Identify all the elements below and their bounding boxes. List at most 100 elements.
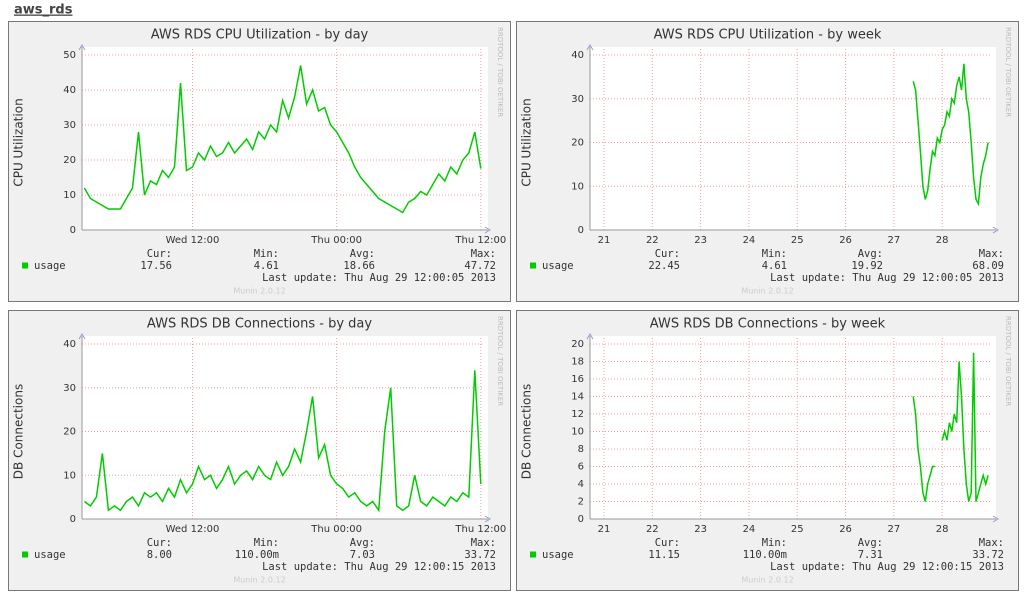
- axis-arrow: [78, 333, 86, 340]
- stat-label: Cur:: [147, 248, 172, 260]
- stat-label: Avg:: [350, 248, 375, 260]
- x-tick-label: Thu 12:00: [454, 235, 506, 246]
- stat-label: Avg:: [858, 248, 883, 260]
- last-update: Last update: Thu Aug 29 12:00:05 2013: [262, 272, 496, 284]
- y-tick-label: 10: [571, 427, 584, 438]
- series-line: [912, 352, 989, 502]
- x-tick-label: Thu 00:00: [310, 524, 362, 535]
- legend-label: usage: [542, 260, 574, 272]
- y-tick-label: 20: [571, 339, 584, 350]
- stat-value: 18.66: [343, 260, 375, 272]
- x-tick-label: Thu 00:00: [310, 235, 362, 246]
- y-tick-label: 20: [63, 155, 76, 166]
- stat-label: Min:: [254, 537, 279, 549]
- axis-arrow: [992, 226, 999, 234]
- y-tick-label: 10: [63, 470, 76, 481]
- y-tick-label: 20: [63, 427, 76, 438]
- x-tick-label: 24: [743, 235, 756, 246]
- axis-arrow: [484, 226, 491, 234]
- x-tick-label: 21: [598, 235, 611, 246]
- page-title: aws_rds: [14, 3, 73, 18]
- axis-arrow: [586, 44, 594, 51]
- y-tick-label: 6: [578, 462, 584, 473]
- legend-label: usage: [34, 549, 66, 561]
- y-tick-label: 40: [63, 339, 76, 350]
- chart-panel: AWS RDS CPU Utilization - by day CPU Util…: [8, 21, 511, 302]
- footer: Munin 2.0.12: [233, 576, 285, 585]
- chart-title: AWS RDS DB Connections - by week: [650, 317, 886, 332]
- stat-label: Cur:: [147, 537, 172, 549]
- plot-background: [82, 336, 488, 519]
- legend-swatch: [22, 262, 28, 269]
- stat-label: Max:: [979, 537, 1004, 549]
- stat-label: Avg:: [858, 537, 883, 549]
- x-tick-label: 26: [839, 524, 852, 535]
- stat-value: 47.72: [464, 260, 496, 272]
- axis-arrow: [484, 515, 491, 523]
- y-tick-label: 16: [571, 374, 584, 385]
- stat-value: 8.00: [147, 549, 172, 561]
- chart-title: AWS RDS CPU Utilization - by week: [654, 28, 882, 43]
- x-tick-label: 21: [598, 524, 611, 535]
- y-tick-label: 20: [571, 138, 584, 149]
- plot-background: [82, 47, 488, 230]
- y-tick-label: 40: [571, 50, 584, 61]
- y-tick-label: 30: [63, 120, 76, 131]
- x-tick-label: 23: [694, 524, 707, 535]
- footer: Munin 2.0.12: [741, 287, 793, 296]
- stat-label: Max:: [471, 537, 496, 549]
- stat-label: Max:: [471, 248, 496, 260]
- x-tick-label: Thu 12:00: [454, 524, 506, 535]
- x-tick-label: 25: [791, 235, 804, 246]
- stat-value: 19.92: [851, 260, 883, 272]
- x-tick-label: 22: [646, 235, 659, 246]
- x-tick-label: 27: [887, 235, 900, 246]
- stat-value: 33.72: [464, 549, 496, 561]
- last-update: Last update: Thu Aug 29 12:00:05 2013: [770, 272, 1004, 284]
- x-tick-label: 28: [936, 524, 949, 535]
- legend-swatch: [22, 551, 28, 558]
- stat-value: 7.31: [858, 549, 883, 561]
- series-line: [912, 63, 989, 207]
- stat-value: 17.56: [140, 260, 172, 272]
- x-tick-label: 24: [743, 524, 756, 535]
- stat-label: Min:: [762, 248, 787, 260]
- x-tick-label: 25: [791, 524, 804, 535]
- y-tick-label: 30: [571, 94, 584, 105]
- y-tick-label: 18: [571, 357, 584, 368]
- stat-value: 22.45: [648, 260, 680, 272]
- plot-background: [590, 47, 996, 230]
- chart-title: AWS RDS DB Connections - by day: [147, 317, 372, 332]
- x-tick-label: 28: [936, 235, 949, 246]
- y-tick-label: 30: [63, 383, 76, 394]
- legend-label: usage: [542, 549, 574, 561]
- axis-arrow: [78, 44, 86, 51]
- y-axis-label: CPU Utilization: [12, 98, 26, 186]
- series-line: [83, 370, 482, 513]
- axis-arrow: [586, 333, 594, 340]
- y-tick-label: 10: [63, 190, 76, 201]
- watermark: RRDTOOL / TOBI OETIKER: [496, 27, 504, 117]
- plot-background: [590, 336, 996, 519]
- stat-value: 7.03: [350, 549, 375, 561]
- chart-panel: AWS RDS DB Connections - by day DB Connec…: [8, 310, 511, 591]
- chart-panel: AWS RDS CPU Utilization - by week CPU Uti…: [516, 21, 1019, 302]
- last-update: Last update: Thu Aug 29 12:00:15 2013: [770, 561, 1004, 573]
- y-tick-label: 40: [63, 85, 76, 96]
- y-tick-label: 0: [70, 514, 76, 525]
- stat-value: 33.72: [972, 549, 1004, 561]
- footer: Munin 2.0.12: [233, 287, 285, 296]
- stat-value: 4.61: [254, 260, 279, 272]
- stat-label: Cur:: [655, 537, 680, 549]
- stat-label: Max:: [979, 248, 1004, 260]
- y-tick-label: 0: [578, 225, 584, 236]
- y-tick-label: 2: [578, 497, 584, 508]
- y-tick-label: 50: [63, 50, 76, 61]
- watermark: RRDTOOL / TOBI OETIKER: [1004, 316, 1012, 406]
- x-tick-label: 23: [694, 235, 707, 246]
- series-line: [83, 65, 482, 214]
- y-tick-label: 4: [578, 479, 584, 490]
- stat-value: 4.61: [762, 260, 787, 272]
- chart-panel: AWS RDS DB Connections - by week DB Conne…: [516, 310, 1019, 591]
